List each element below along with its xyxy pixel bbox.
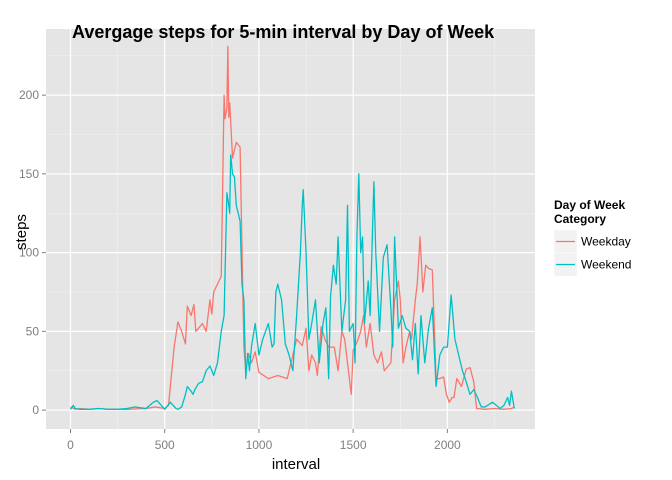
y-axis-title: steps [13, 214, 30, 250]
x-axis-title: interval [272, 456, 320, 473]
legend-items: Weekday Weekend [553, 229, 631, 277]
legend-title-line-2: Category [554, 212, 606, 226]
x-tick-label: 1500 [340, 438, 367, 452]
y-tick-label: 0 [32, 403, 39, 417]
legend-label-weekend: Weekend [581, 258, 631, 272]
y-tick-label: 200 [19, 88, 39, 102]
x-tick-label: 500 [155, 438, 175, 452]
x-tick-label: 1000 [246, 438, 273, 452]
chart-title: Avergage steps for 5-min interval by Day… [72, 22, 495, 42]
x-tick-label: 0 [67, 438, 74, 452]
y-tick-label: 150 [19, 167, 39, 181]
legend: Day of Week Category Weekday Weekend [553, 198, 631, 277]
series-line-weekend [69, 154, 515, 410]
y-tick-label: 100 [19, 246, 39, 260]
x-tick-label: 2000 [434, 438, 461, 452]
grid-lines [46, 29, 535, 429]
legend-title-line-1: Day of Week [554, 198, 625, 212]
axis-ticks: 0 500 1000 1500 2000 0 50 100 150 200 [19, 88, 461, 452]
series-layer [69, 45, 515, 410]
y-tick-label: 50 [26, 324, 40, 338]
legend-label-weekday: Weekday [581, 235, 631, 249]
